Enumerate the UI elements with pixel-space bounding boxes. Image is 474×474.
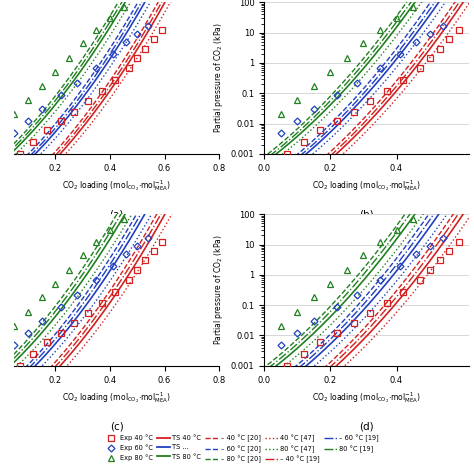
X-axis label: CO$_2$ loading (mol$_{\mathregular{CO_2}}$$\cdot$mol$_{\mathregular{MEA}}^{-1}$): CO$_2$ loading (mol$_{\mathregular{CO_2}…	[62, 178, 171, 193]
X-axis label: CO$_2$ loading (mol$_{\mathregular{CO_2}}$$\cdot$mol$_{\mathregular{MEA}}^{-1}$): CO$_2$ loading (mol$_{\mathregular{CO_2}…	[312, 178, 421, 193]
Text: (c): (c)	[110, 421, 124, 431]
X-axis label: CO$_2$ loading (mol$_{\mathregular{CO_2}}$$\cdot$mol$_{\mathregular{MEA}}^{-1}$): CO$_2$ loading (mol$_{\mathregular{CO_2}…	[312, 390, 421, 405]
Text: (a): (a)	[109, 210, 124, 219]
Y-axis label: Partial pressure of CO$_2$ (kPa): Partial pressure of CO$_2$ (kPa)	[212, 235, 225, 346]
Legend: Exp 40 °C, Exp 60 °C, Exp 80 °C, TS 40 °C, TS ..., TS 80 °C, – 40 °C [20], – 60 : Exp 40 °C, Exp 60 °C, Exp 80 °C, TS 40 °…	[105, 434, 379, 464]
Y-axis label: Partial pressure of CO$_2$ (kPa): Partial pressure of CO$_2$ (kPa)	[212, 23, 225, 134]
Text: (b): (b)	[359, 210, 374, 219]
Text: (d): (d)	[359, 421, 374, 431]
X-axis label: CO$_2$ loading (mol$_{\mathregular{CO_2}}$$\cdot$mol$_{\mathregular{MEA}}^{-1}$): CO$_2$ loading (mol$_{\mathregular{CO_2}…	[62, 390, 171, 405]
